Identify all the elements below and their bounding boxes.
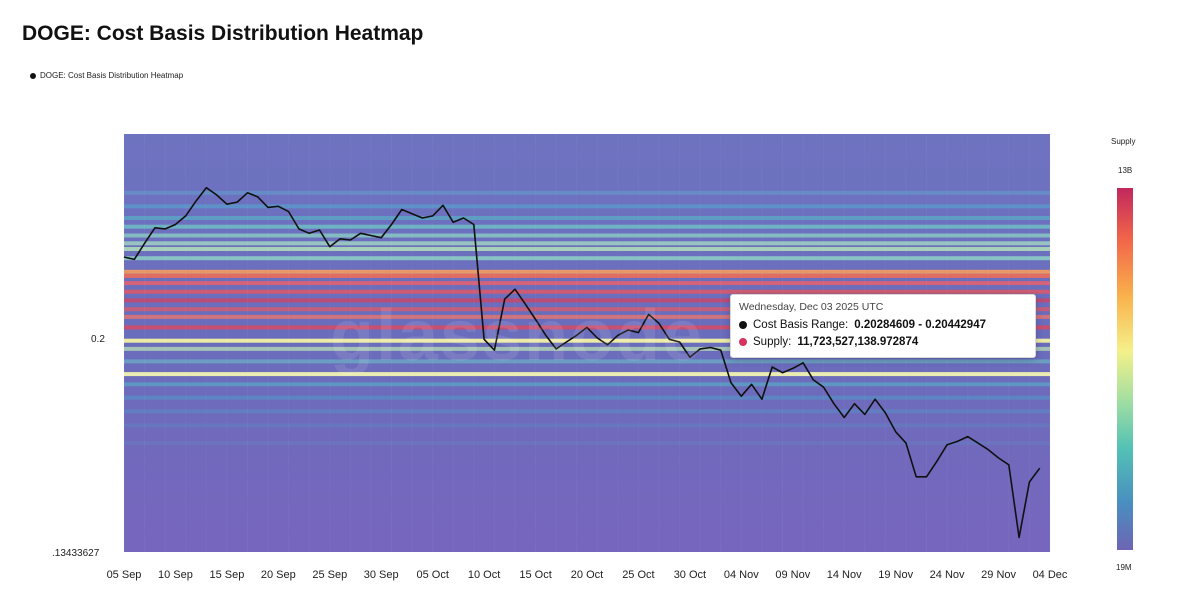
heatmap-band bbox=[124, 409, 1050, 414]
tooltip-dot-icon bbox=[739, 321, 747, 329]
x-tick-label: 05 Sep bbox=[107, 569, 142, 581]
heatmap-band bbox=[124, 224, 1050, 229]
price-line[interactable] bbox=[123, 186, 1041, 539]
tooltip-label: Supply: bbox=[753, 336, 792, 348]
y-tick-label: 0.2 bbox=[91, 334, 105, 345]
heatmap-band bbox=[124, 423, 1050, 428]
x-tick-label: 29 Nov bbox=[981, 569, 1016, 581]
tooltip-value: 11,723,527,138.972874 bbox=[797, 336, 919, 348]
legend-dot-icon bbox=[30, 72, 36, 79]
colorbar-title: Supply bbox=[1111, 137, 1136, 146]
x-tick-label: 10 Sep bbox=[158, 569, 193, 581]
heatmap-band bbox=[124, 372, 1050, 377]
x-axis-ticks: 05 Sep 10 Sep 15 Sep 20 Sep 25 Sep 30 Sep 05 O… bbox=[107, 569, 1068, 581]
heatmap-band bbox=[124, 273, 1050, 278]
x-tick-label: 19 Nov bbox=[878, 569, 913, 581]
heatmap-band bbox=[124, 359, 1050, 364]
x-tick-label: 05 Oct bbox=[416, 569, 448, 581]
x-tick-label: 04 Nov bbox=[724, 569, 759, 581]
x-tick-label: 25 Sep bbox=[312, 569, 347, 581]
tooltip-label: Cost Basis Range: bbox=[753, 319, 849, 331]
heatmap-band bbox=[124, 289, 1050, 294]
colorbar bbox=[1117, 188, 1133, 550]
x-tick-label: 20 Sep bbox=[261, 569, 296, 581]
x-tick-label: 09 Nov bbox=[775, 569, 810, 581]
heatmap-band bbox=[124, 395, 1050, 400]
tooltip-row-cost-basis: Cost Basis Range: 0.20284609 - 0.2044294… bbox=[739, 319, 986, 331]
x-tick-label: 24 Nov bbox=[930, 569, 965, 581]
tooltip-dot-icon bbox=[739, 338, 747, 346]
x-tick-label: 10 Oct bbox=[468, 569, 500, 581]
heatmap-band bbox=[124, 190, 1050, 195]
heatmap-band bbox=[124, 216, 1050, 220]
x-tick-label: 20 Oct bbox=[571, 569, 603, 581]
heatmap-band bbox=[124, 204, 1050, 209]
heatmap-band bbox=[124, 346, 1050, 351]
tooltip-row-supply: Supply: 11,723,527,138.972874 bbox=[739, 336, 918, 348]
heatmap-band bbox=[124, 241, 1050, 246]
chart-title: DOGE: Cost Basis Distribution Heatmap bbox=[22, 22, 424, 45]
x-tick-label: 04 Dec bbox=[1033, 569, 1068, 581]
colorbar-max-label: 13B bbox=[1118, 166, 1133, 175]
heatmap-band bbox=[124, 233, 1050, 238]
x-tick-label: 25 Oct bbox=[622, 569, 654, 581]
x-tick-label: 15 Oct bbox=[519, 569, 551, 581]
x-tick-label: 30 Sep bbox=[364, 569, 399, 581]
colorbar-min-label: 19M bbox=[1116, 563, 1132, 572]
x-tick-label: 14 Nov bbox=[827, 569, 862, 581]
hover-tooltip: Wednesday, Dec 03 2025 UTC Cost Basis Ra… bbox=[730, 294, 1036, 358]
heatmap-band bbox=[124, 382, 1050, 387]
y-axis-ticks: 0.2 .13433627 bbox=[52, 334, 105, 559]
x-tick-label: 30 Oct bbox=[674, 569, 706, 581]
heatmap-band bbox=[124, 281, 1050, 286]
tooltip-date: Wednesday, Dec 03 2025 UTC bbox=[739, 301, 884, 313]
heatmap-band bbox=[124, 269, 1050, 274]
heatmap-band bbox=[124, 247, 1050, 251]
tooltip-value: 0.20284609 - 0.20442947 bbox=[854, 319, 986, 331]
heatmap-band bbox=[124, 256, 1050, 261]
heatmap-band bbox=[124, 307, 1050, 312]
heatmap-band bbox=[124, 298, 1050, 303]
heatmap-band bbox=[124, 338, 1050, 343]
heatmap-bands bbox=[124, 190, 1050, 446]
watermark: glassnode bbox=[330, 296, 705, 376]
chart-legend[interactable]: DOGE: Cost Basis Distribution Heatmap bbox=[30, 71, 183, 80]
legend-label: DOGE: Cost Basis Distribution Heatmap bbox=[40, 71, 184, 80]
x-tick-label: 15 Sep bbox=[209, 569, 244, 581]
heatmap-band bbox=[124, 441, 1050, 446]
heatmap-band bbox=[124, 314, 1050, 319]
heatmap-grid bbox=[123, 134, 1051, 552]
y-tick-label: .13433627 bbox=[52, 548, 100, 559]
